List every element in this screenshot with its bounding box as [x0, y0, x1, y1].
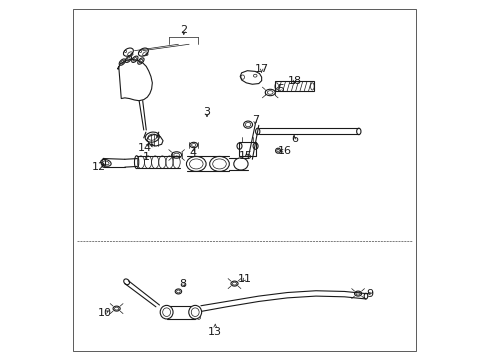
Text: 8: 8: [179, 279, 186, 289]
Ellipse shape: [186, 157, 205, 171]
Ellipse shape: [160, 305, 173, 319]
Text: 13: 13: [208, 324, 222, 337]
Text: 7: 7: [251, 115, 258, 125]
Ellipse shape: [233, 158, 247, 170]
Text: 5: 5: [276, 84, 283, 94]
Text: 17: 17: [254, 64, 268, 74]
Text: 15: 15: [239, 151, 253, 161]
Text: 2: 2: [180, 25, 187, 35]
Text: 6: 6: [290, 134, 297, 144]
Text: 14: 14: [138, 143, 152, 153]
Text: 3: 3: [203, 107, 210, 117]
Text: 12: 12: [92, 162, 105, 172]
Text: 10: 10: [97, 308, 111, 318]
Ellipse shape: [209, 157, 229, 171]
Bar: [239, 142, 255, 156]
Text: 9: 9: [366, 289, 373, 298]
Ellipse shape: [188, 305, 201, 319]
Text: 1: 1: [142, 144, 153, 162]
Text: 11: 11: [237, 274, 251, 284]
Text: 4: 4: [189, 148, 196, 158]
Text: 18: 18: [287, 76, 301, 86]
Bar: [274, 81, 313, 91]
Text: 16: 16: [277, 146, 291, 156]
